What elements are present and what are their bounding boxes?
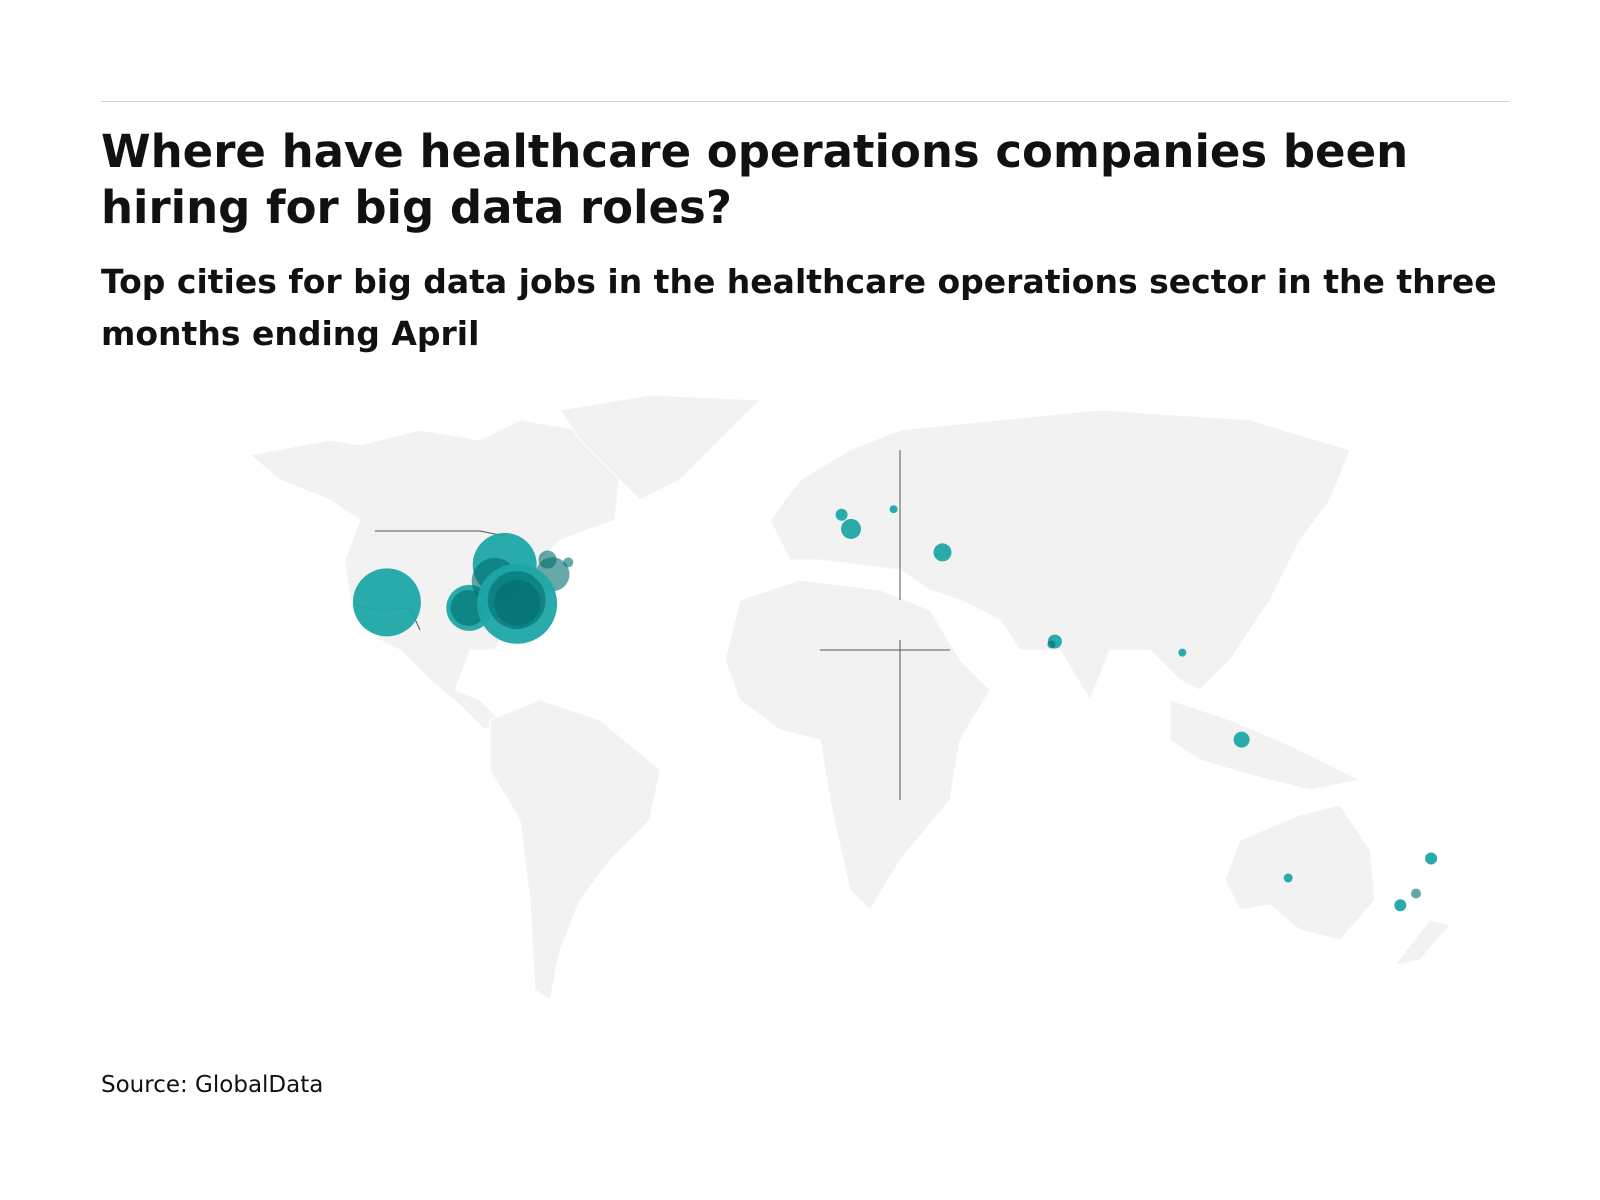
landmass-africa (724, 579, 991, 911)
city-bubble (1178, 648, 1187, 657)
city-bubble (889, 505, 898, 514)
landmass-greenland (559, 394, 762, 501)
source-note: Source: GlobalData (101, 1072, 324, 1098)
city-bubble (1233, 731, 1250, 748)
landmass-southeast-asia (1169, 699, 1362, 791)
city-bubble (494, 579, 541, 626)
chart-subtitle: Top cities for big data jobs in the heal… (101, 262, 1497, 353)
landmass-north-america (248, 419, 621, 731)
city-bubble (1283, 873, 1293, 883)
landmass-europe-asia (769, 409, 1351, 702)
city-bubble (1047, 640, 1056, 649)
landmass-south-america (489, 699, 661, 1001)
city-bubble (841, 518, 861, 539)
landmass-new-zealand (1393, 919, 1451, 966)
landmass-australia (1224, 804, 1376, 941)
city-bubble (835, 508, 848, 521)
city-bubble (933, 543, 952, 562)
city-bubbles (352, 505, 1438, 912)
chart-title: Where have healthcare operations compani… (101, 125, 1409, 234)
city-bubble (538, 550, 557, 569)
city-bubble (1394, 899, 1407, 912)
city-bubble (1411, 888, 1421, 899)
top-divider (101, 101, 1509, 102)
city-bubble (1425, 852, 1438, 865)
city-bubble (563, 557, 574, 568)
city-bubble (352, 568, 421, 637)
